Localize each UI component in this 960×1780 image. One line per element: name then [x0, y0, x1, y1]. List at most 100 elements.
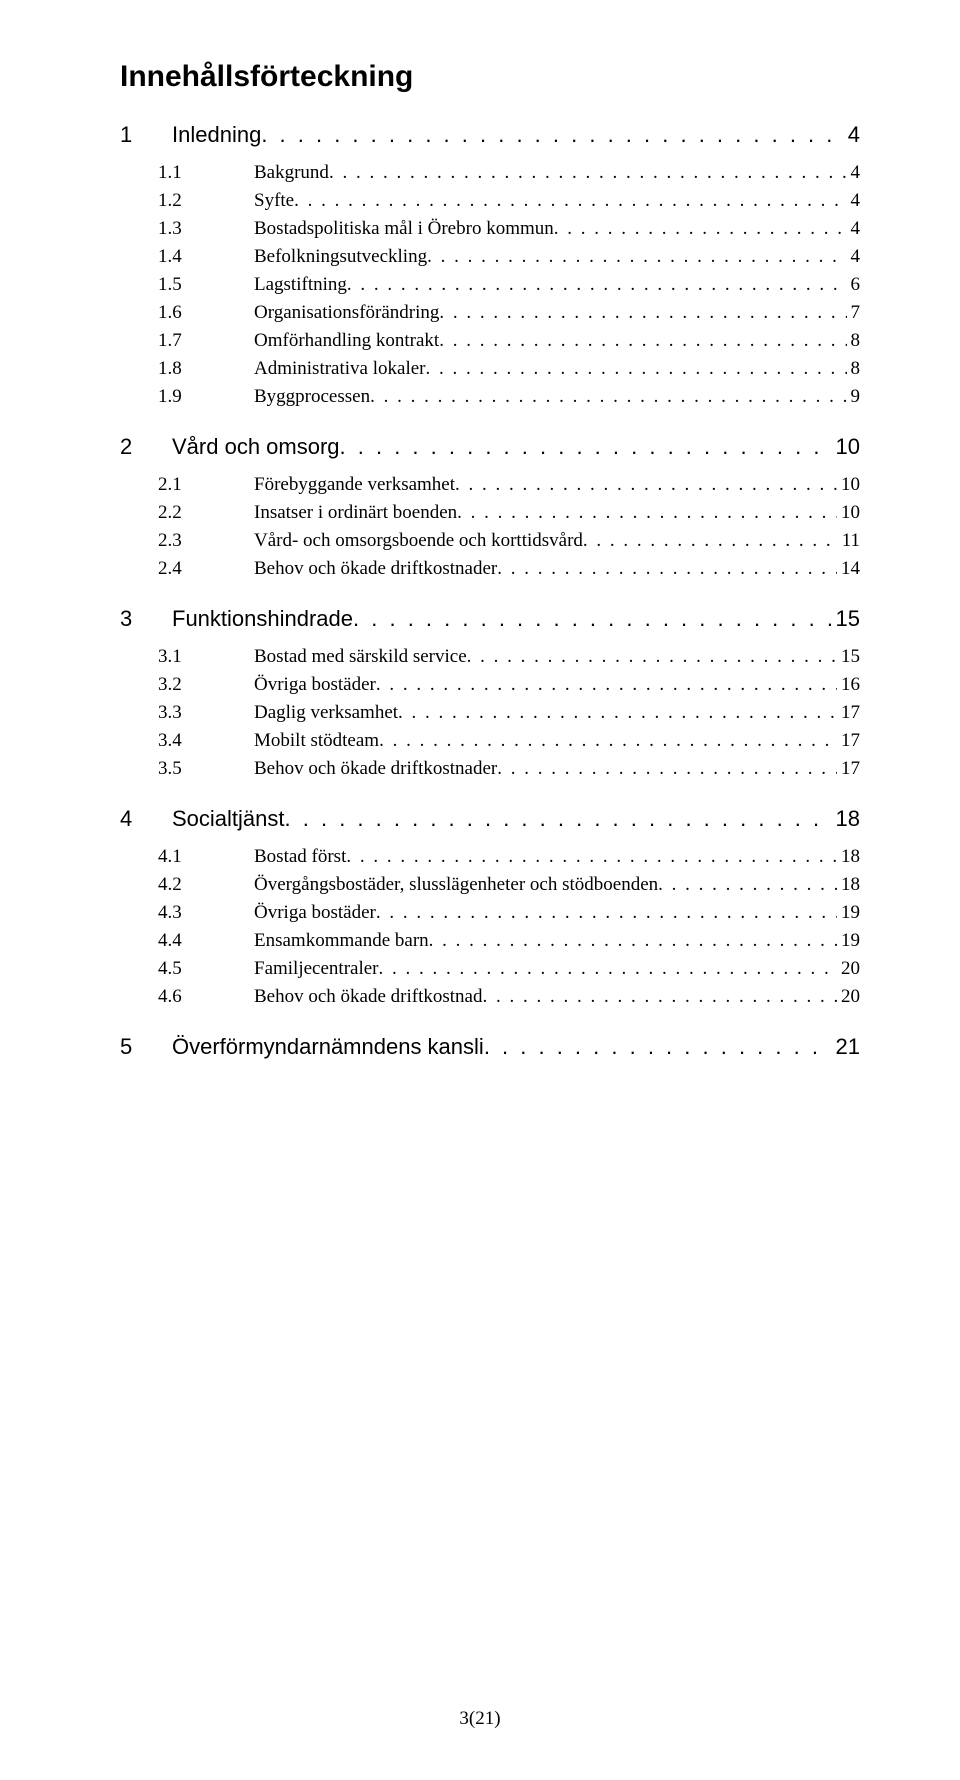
- toc-entry-label: Befolkningsutveckling: [254, 246, 427, 268]
- toc-entry[interactable]: 2.4Behov och ökade driftkostnader. . . .…: [120, 558, 860, 580]
- toc-entry[interactable]: 4Socialtjänst. . . . . . . . . . . . . .…: [120, 806, 860, 832]
- toc-entry-number: 2.2: [120, 502, 254, 524]
- toc-entry-number: 3.1: [120, 646, 254, 668]
- toc-entry[interactable]: 4.2Övergångsbostäder, slusslägenheter oc…: [120, 874, 860, 896]
- toc-entry-page: 18: [837, 846, 860, 868]
- toc-entry-number: 3: [120, 606, 172, 632]
- toc-entry-page: 6: [847, 274, 861, 296]
- toc-entry[interactable]: 1.7Omförhandling kontrakt. . . . . . . .…: [120, 330, 860, 352]
- toc-entry[interactable]: 3Funktionshindrade. . . . . . . . . . . …: [120, 606, 860, 632]
- toc-leader-dots: . . . . . . . . . . . . . . . . . . . . …: [261, 122, 843, 148]
- toc-entry-page: 8: [847, 330, 861, 352]
- toc-leader-dots: . . . . . . . . . . . . . . . . . . . . …: [376, 902, 837, 924]
- toc-entry-page: 4: [847, 246, 861, 268]
- toc-entry-page: 19: [837, 902, 860, 924]
- toc-leader-dots: . . . . . . . . . . . . . . . . . . . . …: [484, 1034, 832, 1060]
- toc-entry[interactable]: 4.6Behov och ökade driftkostnad. . . . .…: [120, 986, 860, 1008]
- toc-leader-dots: . . . . . . . . . . . . . . . . . . . . …: [370, 386, 846, 408]
- toc-entry[interactable]: 1.4Befolkningsutveckling. . . . . . . . …: [120, 246, 860, 268]
- toc-entry-label: Bakgrund: [254, 162, 329, 184]
- toc-leader-dots: . . . . . . . . . . . . . . . . . . . . …: [379, 730, 837, 752]
- toc-entry-page: 9: [847, 386, 861, 408]
- toc-entry-label: Daglig verksamhet: [254, 702, 398, 724]
- toc-entry-page: 16: [837, 674, 860, 696]
- toc-leader-dots: . . . . . . . . . . . . . . . . . . . . …: [379, 958, 838, 980]
- toc-entry-label: Organisationsförändring: [254, 302, 439, 324]
- toc-entry-label: Behov och ökade driftkostnader: [254, 758, 497, 780]
- toc-leader-dots: . . . . . . . . . . . . . . . . . . . . …: [398, 702, 837, 724]
- toc-entry[interactable]: 1.5Lagstiftning. . . . . . . . . . . . .…: [120, 274, 860, 296]
- toc-entry-page: 10: [837, 502, 860, 524]
- toc-entry-label: Behov och ökade driftkostnader: [254, 558, 497, 580]
- toc-entry-label: Mobilt stödteam: [254, 730, 379, 752]
- footer-page-total: 21: [475, 1708, 494, 1729]
- toc-entry-label: Övergångsbostäder, slusslägenheter och s…: [254, 874, 658, 896]
- toc-entry-number: 4.2: [120, 874, 254, 896]
- toc-entry[interactable]: 2.3Vård- och omsorgsboende och korttidsv…: [120, 530, 860, 552]
- toc-entry[interactable]: 2.1Förebyggande verksamhet. . . . . . . …: [120, 474, 860, 496]
- toc-entry[interactable]: 1.9Byggprocessen. . . . . . . . . . . . …: [120, 386, 860, 408]
- toc-entry-number: 1.4: [120, 246, 254, 268]
- toc-entry-label: Familjecentraler: [254, 958, 379, 980]
- toc-entry-number: 2.3: [120, 530, 254, 552]
- table-of-contents: 1Inledning. . . . . . . . . . . . . . . …: [120, 122, 860, 1060]
- toc-leader-dots: . . . . . . . . . . . . . . . . . . . . …: [285, 806, 832, 832]
- toc-leader-dots: . . . . . . . . . . . . . . . . . . . . …: [554, 218, 847, 240]
- toc-leader-dots: . . . . . . . . . . . . . . . . . . . . …: [429, 930, 837, 952]
- toc-entry[interactable]: 3.3Daglig verksamhet. . . . . . . . . . …: [120, 702, 860, 724]
- toc-leader-dots: . . . . . . . . . . . . . . . . . . . . …: [427, 246, 846, 268]
- toc-entry-number: 3.3: [120, 702, 254, 724]
- toc-entry[interactable]: 3.4Mobilt stödteam. . . . . . . . . . . …: [120, 730, 860, 752]
- toc-leader-dots: . . . . . . . . . . . . . . . . . . . . …: [340, 434, 832, 460]
- toc-entry-page: 8: [847, 358, 861, 380]
- toc-entry-number: 3.5: [120, 758, 254, 780]
- toc-entry-label: Överförmyndarnämndens kansli: [172, 1034, 484, 1060]
- toc-entry[interactable]: 1.6Organisationsförändring. . . . . . . …: [120, 302, 860, 324]
- toc-leader-dots: . . . . . . . . . . . . . . . . . . . . …: [455, 474, 837, 496]
- toc-entry-number: 1.6: [120, 302, 254, 324]
- page-footer: 3(21): [0, 1708, 960, 1730]
- toc-title: Innehållsförteckning: [120, 60, 860, 94]
- toc-entry[interactable]: 1Inledning. . . . . . . . . . . . . . . …: [120, 122, 860, 148]
- toc-entry-page: 20: [837, 986, 860, 1008]
- toc-leader-dots: . . . . . . . . . . . . . . . . . . . . …: [457, 502, 837, 524]
- toc-entry-number: 4.3: [120, 902, 254, 924]
- toc-entry-label: Insatser i ordinärt boenden: [254, 502, 457, 524]
- toc-entry[interactable]: 3.2Övriga bostäder. . . . . . . . . . . …: [120, 674, 860, 696]
- toc-entry[interactable]: 2Vård och omsorg. . . . . . . . . . . . …: [120, 434, 860, 460]
- toc-entry-page: 4: [847, 190, 861, 212]
- toc-entry[interactable]: 1.1Bakgrund. . . . . . . . . . . . . . .…: [120, 162, 860, 184]
- toc-entry-page: 10: [832, 434, 860, 460]
- toc-entry-number: 1.9: [120, 386, 254, 408]
- toc-entry[interactable]: 1.8Administrativa lokaler. . . . . . . .…: [120, 358, 860, 380]
- toc-entry-page: 11: [838, 530, 860, 552]
- toc-entry-label: Bostad först: [254, 846, 346, 868]
- toc-entry-number: 4.4: [120, 930, 254, 952]
- toc-entry-label: Byggprocessen: [254, 386, 370, 408]
- toc-entry-page: 15: [832, 606, 860, 632]
- toc-entry[interactable]: 4.1Bostad först. . . . . . . . . . . . .…: [120, 846, 860, 868]
- toc-leader-dots: . . . . . . . . . . . . . . . . . . . . …: [439, 302, 846, 324]
- toc-entry[interactable]: 1.2Syfte. . . . . . . . . . . . . . . . …: [120, 190, 860, 212]
- toc-entry-number: 5: [120, 1034, 172, 1060]
- toc-entry-page: 4: [847, 218, 861, 240]
- toc-entry-number: 1.3: [120, 218, 254, 240]
- toc-entry[interactable]: 4.3Övriga bostäder. . . . . . . . . . . …: [120, 902, 860, 924]
- toc-entry[interactable]: 5Överförmyndarnämndens kansli. . . . . .…: [120, 1034, 860, 1060]
- toc-entry-page: 4: [844, 122, 860, 148]
- toc-entry-page: 21: [832, 1034, 860, 1060]
- toc-entry[interactable]: 3.1Bostad med särskild service. . . . . …: [120, 646, 860, 668]
- toc-entry[interactable]: 4.4Ensamkommande barn. . . . . . . . . .…: [120, 930, 860, 952]
- toc-entry-label: Vård- och omsorgsboende och korttidsvård: [254, 530, 583, 552]
- toc-entry-page: 20: [837, 958, 860, 980]
- footer-page-current: 3: [459, 1708, 469, 1729]
- toc-entry[interactable]: 4.5Familjecentraler. . . . . . . . . . .…: [120, 958, 860, 980]
- toc-entry-label: Administrativa lokaler: [254, 358, 425, 380]
- toc-entry-number: 4.6: [120, 986, 254, 1008]
- toc-entry-number: 4.5: [120, 958, 254, 980]
- toc-entry-number: 3.4: [120, 730, 254, 752]
- toc-entry[interactable]: 3.5Behov och ökade driftkostnader. . . .…: [120, 758, 860, 780]
- toc-entry[interactable]: 2.2Insatser i ordinärt boenden. . . . . …: [120, 502, 860, 524]
- toc-entry-page: 15: [837, 646, 860, 668]
- toc-entry[interactable]: 1.3Bostadspolitiska mål i Örebro kommun.…: [120, 218, 860, 240]
